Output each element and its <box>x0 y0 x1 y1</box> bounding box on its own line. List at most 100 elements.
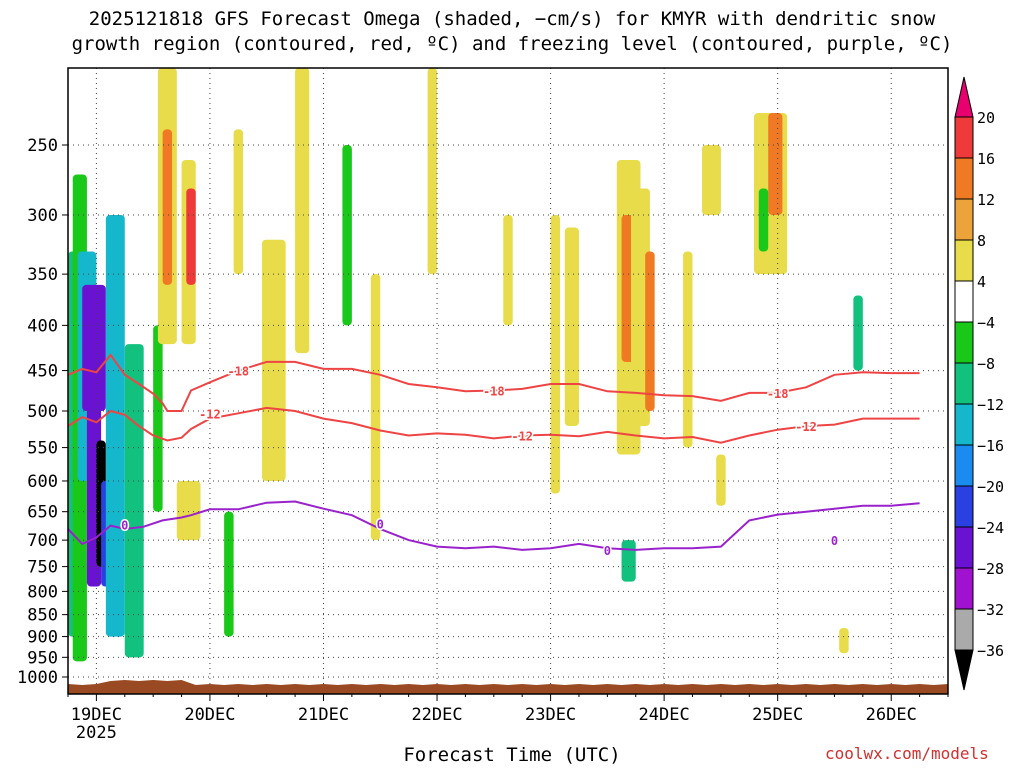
colorbar-label: 12 <box>977 191 995 209</box>
chart-title-line1: 2025121818 GFS Forecast Omega (shaded, −… <box>88 8 936 30</box>
grid-lines <box>68 68 948 694</box>
contour-label: 0 <box>831 534 838 548</box>
omega-cell <box>153 325 163 512</box>
contour-line <box>67 500 920 551</box>
colorbar: 20 16 12 8 4 −4 −8 −12 −16 −20 −24 −28 −32 −36 <box>954 76 1004 691</box>
colorbar-swatch <box>954 485 974 528</box>
plot-border <box>67 67 949 695</box>
colorbar-label: −4 <box>977 314 995 332</box>
y-axis-ticks: 2503003504004505005506006507007508008509… <box>17 136 68 688</box>
omega-field <box>68 68 948 694</box>
contour-label: 0 <box>604 544 611 558</box>
colorbar-swatch <box>954 198 974 241</box>
colorbar-swatch <box>954 403 974 446</box>
omega-cell <box>683 251 693 448</box>
omega-cell <box>162 129 173 285</box>
colorbar-swatch <box>954 567 974 610</box>
y-tick-label: 950 <box>27 648 58 668</box>
credit-text: coolwx.com/models <box>825 744 989 763</box>
contour-label: 0 <box>377 517 384 531</box>
y-tick-label: 450 <box>27 362 58 382</box>
y-tick-label: 1000 <box>17 668 58 688</box>
colorbar-swatch <box>954 444 974 487</box>
colorbar-swatch <box>954 321 974 364</box>
colorbar-swatch <box>954 362 974 405</box>
y-tick-label: 650 <box>27 503 58 523</box>
chart-title-line2: growth region (contoured, red, ºC) and f… <box>71 33 953 55</box>
omega-cell <box>716 454 726 506</box>
contour-lines: -18 -18 -18 -12 -12 -12 0 0 0 0 <box>67 353 920 559</box>
plot-background <box>68 68 948 694</box>
x-tick-sublabel: 2025 <box>76 723 117 743</box>
colorbar-label: 4 <box>977 273 986 291</box>
contour-label: -18 <box>483 385 505 399</box>
y-tick-label: 700 <box>27 531 58 551</box>
colorbar-swatch <box>954 116 974 159</box>
omega-cell <box>124 344 144 658</box>
contour-label: -12 <box>795 420 817 434</box>
colorbar-label: −32 <box>977 601 1004 619</box>
colorbar-swatch <box>954 608 974 651</box>
omega-cell <box>758 188 769 252</box>
contour-label: -18 <box>227 365 249 379</box>
y-tick-label: 300 <box>27 206 58 226</box>
colorbar-label: −36 <box>977 642 1004 660</box>
colorbar-label: −8 <box>977 355 995 373</box>
x-axis-title: Forecast Time (UTC) <box>403 744 621 766</box>
y-tick-label: 500 <box>27 402 58 422</box>
colorbar-swatch <box>954 157 974 200</box>
contour-label: -18 <box>767 387 789 401</box>
omega-cell <box>839 627 849 654</box>
y-tick-label: 400 <box>27 316 58 336</box>
omega-cell <box>261 239 286 481</box>
y-tick-label: 250 <box>27 136 58 156</box>
x-tick-label: 24DEC <box>639 705 690 725</box>
y-tick-label: 850 <box>27 606 58 626</box>
omega-cell <box>427 68 438 275</box>
x-tick-label: 25DEC <box>752 705 803 725</box>
omega-cell <box>621 540 636 582</box>
y-tick-label: 550 <box>27 439 58 459</box>
omega-cell <box>503 214 513 326</box>
omega-cell <box>645 251 655 411</box>
x-tick-label: 22DEC <box>411 705 462 725</box>
omega-cell <box>701 145 721 215</box>
y-tick-label: 350 <box>27 265 58 285</box>
colorbar-label: −24 <box>977 519 1004 537</box>
contour-label: 0 <box>121 518 128 532</box>
colorbar-swatch <box>954 239 974 282</box>
colorbar-label: 20 <box>977 109 995 127</box>
omega-cell <box>186 188 196 285</box>
omega-cell <box>370 274 381 541</box>
omega-cell <box>564 227 579 427</box>
colorbar-bottom-triangle <box>954 649 974 691</box>
omega-cell <box>233 129 244 275</box>
omega-cell <box>105 214 125 637</box>
omega-cell <box>768 113 783 215</box>
colorbar-top-triangle <box>954 76 974 118</box>
x-tick-label: 19DEC <box>71 705 122 725</box>
colorbar-label: −12 <box>977 396 1004 414</box>
x-tick-label: 21DEC <box>298 705 349 725</box>
colorbar-label: −16 <box>977 437 1004 455</box>
colorbar-label: 8 <box>977 232 986 250</box>
omega-cell <box>295 68 310 354</box>
colorbar-label: −20 <box>977 478 1004 496</box>
omega-cell <box>342 145 352 326</box>
colorbar-label: −28 <box>977 560 1004 578</box>
y-tick-label: 800 <box>27 582 58 602</box>
x-tick-label: 26DEC <box>866 705 917 725</box>
y-tick-label: 750 <box>27 558 58 578</box>
contour-label: -12 <box>511 430 533 444</box>
colorbar-swatch <box>954 280 974 323</box>
contour-label: -12 <box>199 407 221 421</box>
omega-cell <box>550 214 561 494</box>
contour-line <box>67 406 920 444</box>
plot-frame <box>67 67 949 695</box>
terrain-shading <box>68 680 948 694</box>
colorbar-swatch <box>954 526 974 569</box>
y-tick-label: 900 <box>27 628 58 648</box>
colorbar-label: 16 <box>977 150 995 168</box>
